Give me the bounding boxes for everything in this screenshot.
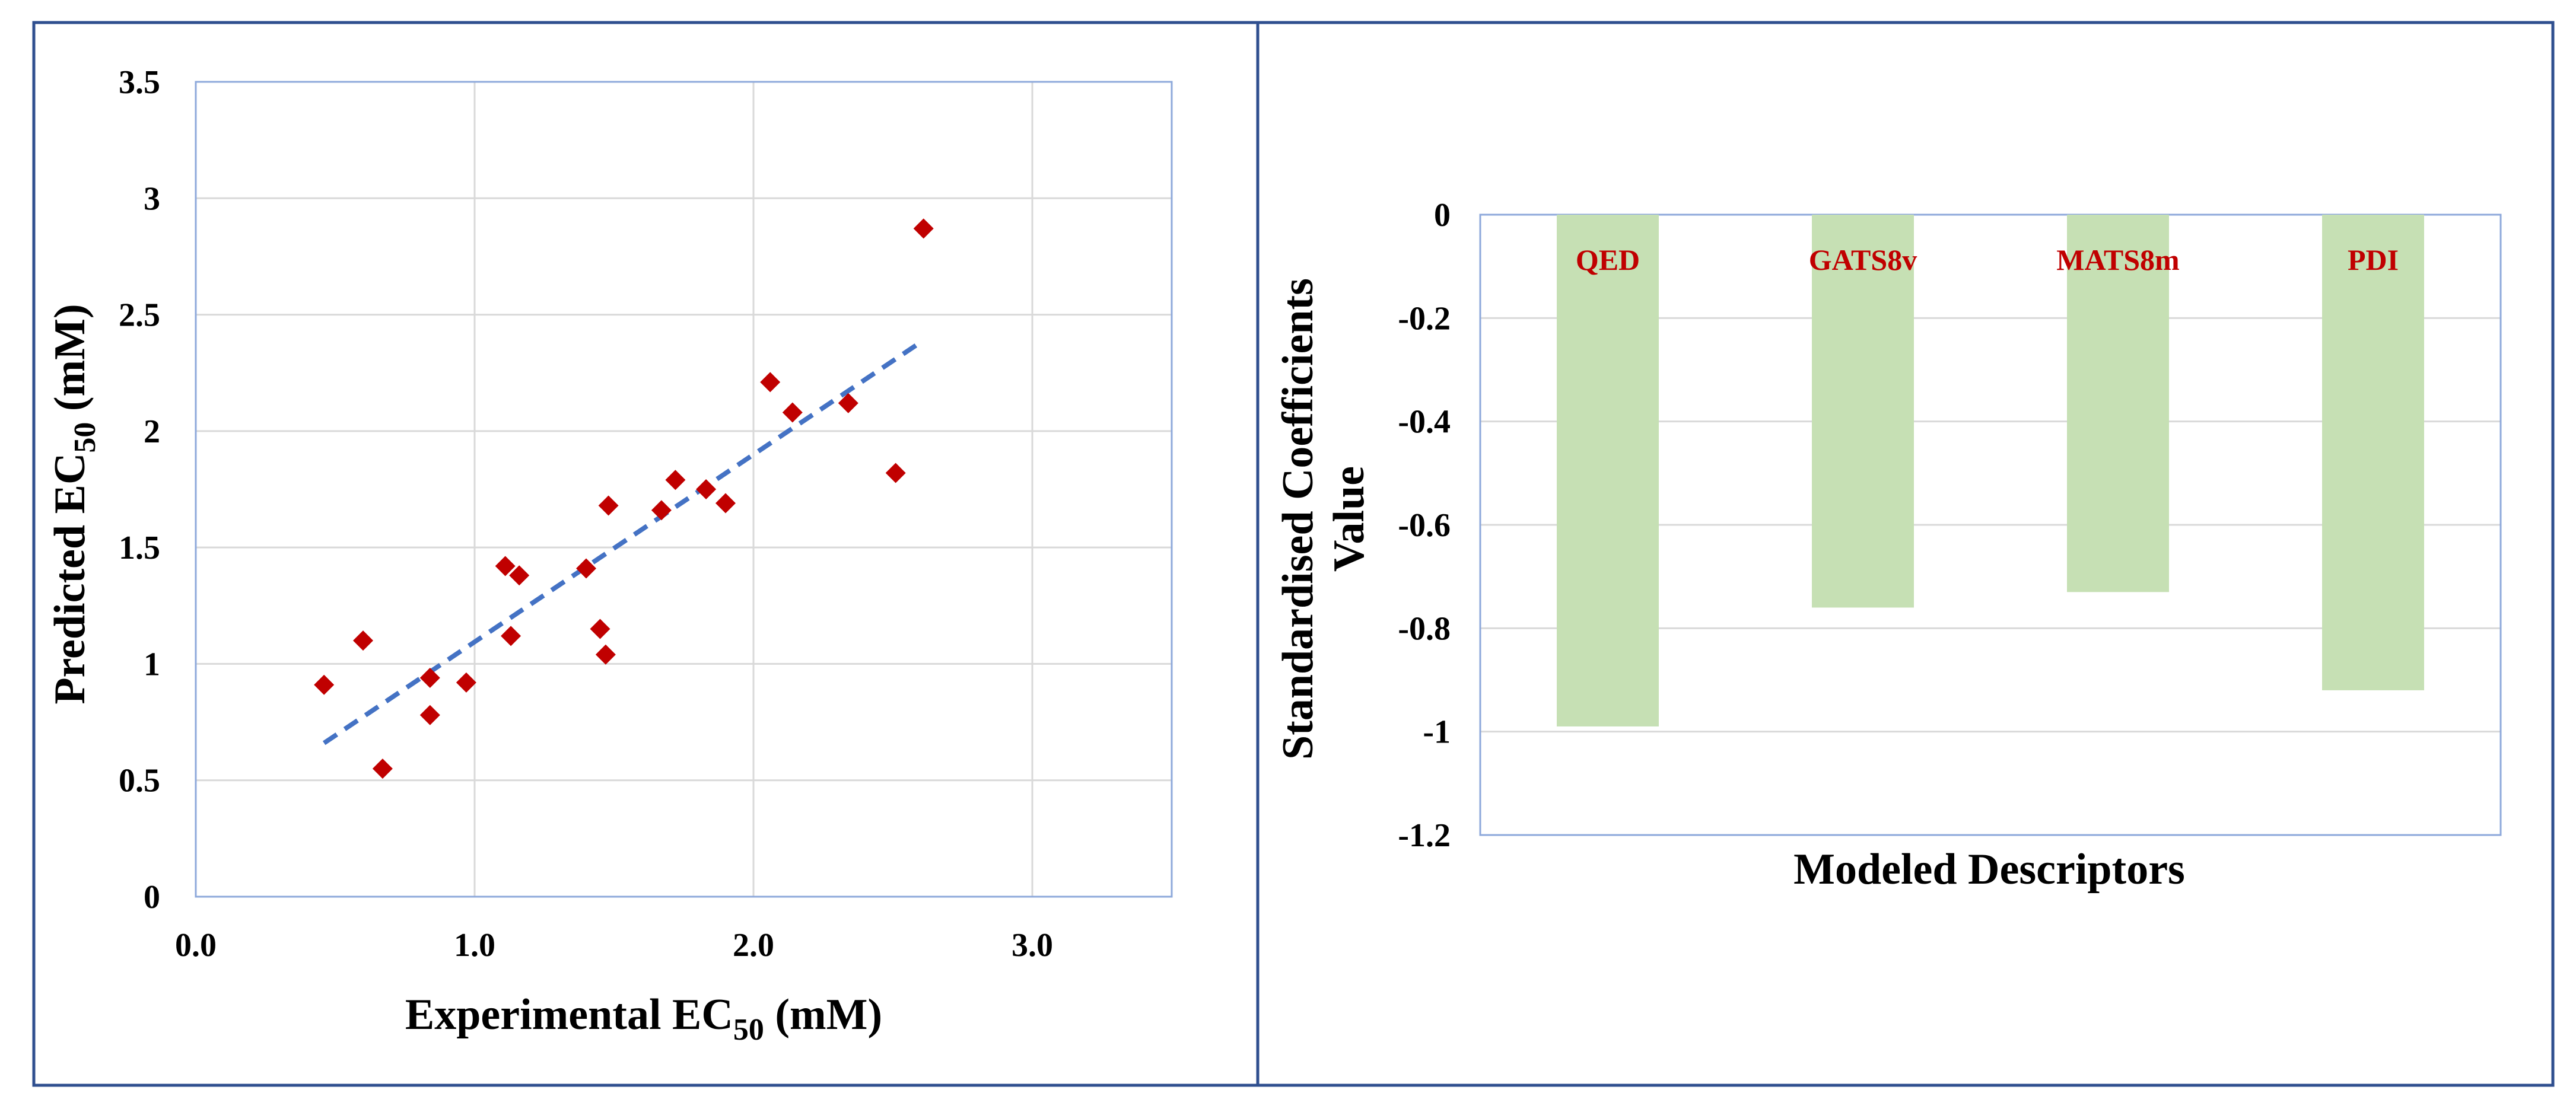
scatter-point [598, 495, 619, 516]
bars [1557, 215, 2424, 726]
scatter-point [838, 393, 858, 413]
scatter-point [501, 626, 521, 646]
bar [1557, 215, 1659, 726]
bar-y-tick-labels: 0 -0.2 -0.4 -0.6 -0.8 -1 -1.2 [1398, 197, 1451, 854]
scatter-point [651, 500, 672, 521]
scatter-point [696, 479, 717, 499]
bar-plot-area [1479, 213, 2502, 836]
scatter-point [372, 759, 393, 779]
bar-chart: QED GATS8v MATS8m PDI 0 -0.2 -0.4 -0.6 -0.8 -1 -1… [1274, 197, 2502, 894]
scatter-y-tick-label: 0 [144, 879, 160, 916]
scatter-point [715, 493, 736, 514]
bar-y-tick-label: -0.4 [1398, 404, 1451, 441]
scatter-points [314, 218, 934, 779]
scatter-point [590, 619, 610, 639]
right-panel-border [1256, 21, 2555, 1087]
scatter-point [419, 705, 440, 725]
left-panel-border [32, 21, 1260, 1087]
scatter-point [509, 565, 530, 586]
scatter-point [576, 558, 596, 579]
scatter-point [665, 470, 686, 490]
bar-category-label: GATS8v [1809, 243, 1917, 276]
scatter-y-tick-label: 1 [144, 646, 160, 683]
scatter-point [885, 463, 906, 483]
scatter-point [419, 667, 440, 688]
scatter-y-tick-label: 0.5 [119, 763, 160, 799]
scatter-y-axis-title: Predicted EC50 (mM) [46, 304, 102, 704]
scatter-y-tick-label: 2.5 [119, 297, 160, 334]
bar-y-axis-title-line2: Value [1325, 466, 1373, 572]
scatter-y-tick-labels: 0 0.5 1 1.5 2 2.5 3 3.5 [119, 64, 160, 916]
scatter-grid [195, 81, 1173, 898]
scatter-x-axis-title: Experimental EC50 (mM) [405, 990, 882, 1047]
bar-category-label: PDI [2348, 243, 2399, 276]
scatter-chart: 0.0 1.0 2.0 3.0 0 0.5 1 1.5 2 2.5 3 3.5 Experiment… [46, 64, 1173, 1047]
bar-y-tick-label: -0.8 [1398, 610, 1451, 647]
scatter-plot-area [195, 81, 1173, 898]
scatter-x-tick-label: 2.0 [733, 927, 774, 964]
bar-category-label: QED [1576, 243, 1640, 276]
scatter-point [456, 672, 476, 693]
scatter-x-tick-label: 0.0 [175, 927, 217, 964]
scatter-point [913, 218, 934, 239]
scatter-y-tick-label: 3 [144, 180, 160, 217]
bar-x-axis-title: Modeled Descriptors [1793, 845, 2185, 894]
bar-y-tick-label: -0.6 [1398, 507, 1451, 544]
scatter-y-tick-label: 2 [144, 413, 160, 450]
scatter-x-tick-label: 3.0 [1012, 927, 1053, 964]
bar-y-tick-label: 0 [1434, 197, 1451, 234]
scatter-point [353, 630, 373, 651]
bar-category-labels: QED GATS8v MATS8m PDI [1576, 243, 2399, 276]
bar-y-tick-label: -1.2 [1398, 817, 1451, 854]
scatter-y-tick-label: 1.5 [119, 530, 160, 566]
scatter-point [595, 644, 616, 665]
bar-y-axis-title-line1: Standardised Coefficients [1274, 278, 1322, 760]
bar-y-tick-label: -0.2 [1398, 300, 1451, 337]
scatter-x-tick-label: 1.0 [454, 927, 495, 964]
scatter-x-tick-labels: 0.0 1.0 2.0 3.0 [175, 927, 1053, 964]
scatter-point [495, 556, 516, 576]
scatter-point [314, 674, 335, 695]
scatter-trendline [322, 338, 925, 745]
bar [1812, 215, 1914, 608]
scatter-y-tick-label: 3.5 [119, 64, 160, 101]
bar-category-label: MATS8m [2056, 243, 2179, 276]
scatter-point [782, 402, 803, 423]
scatter-point [760, 372, 781, 393]
bar-y-tick-label: -1 [1423, 714, 1451, 751]
bar [2067, 215, 2169, 592]
bar [2322, 215, 2424, 690]
